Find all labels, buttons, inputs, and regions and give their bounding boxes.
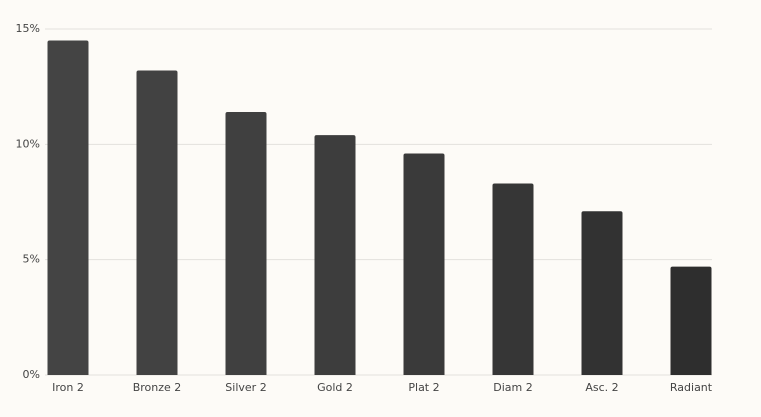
x-tick-label: Plat 2 <box>408 381 439 394</box>
bar <box>581 211 623 375</box>
x-tick-label: Bronze 2 <box>133 381 182 394</box>
bar <box>670 266 712 375</box>
y-tick-label: 0% <box>23 368 40 381</box>
x-tick-label: Diam 2 <box>493 381 532 394</box>
bar <box>47 40 89 376</box>
y-tick-label: 15% <box>16 22 40 35</box>
x-tick-label: Silver 2 <box>225 381 266 394</box>
x-tick-label: Radiant <box>670 381 713 394</box>
bar <box>314 135 356 375</box>
y-tick-label: 5% <box>23 253 40 266</box>
bar <box>492 183 534 375</box>
bar <box>136 70 178 376</box>
y-tick-label: 10% <box>16 137 40 150</box>
x-tick-label: Iron 2 <box>52 381 84 394</box>
x-tick-label: Gold 2 <box>317 381 353 394</box>
bar <box>225 112 267 375</box>
bar <box>403 153 445 375</box>
x-tick-label: Asc. 2 <box>585 381 618 394</box>
